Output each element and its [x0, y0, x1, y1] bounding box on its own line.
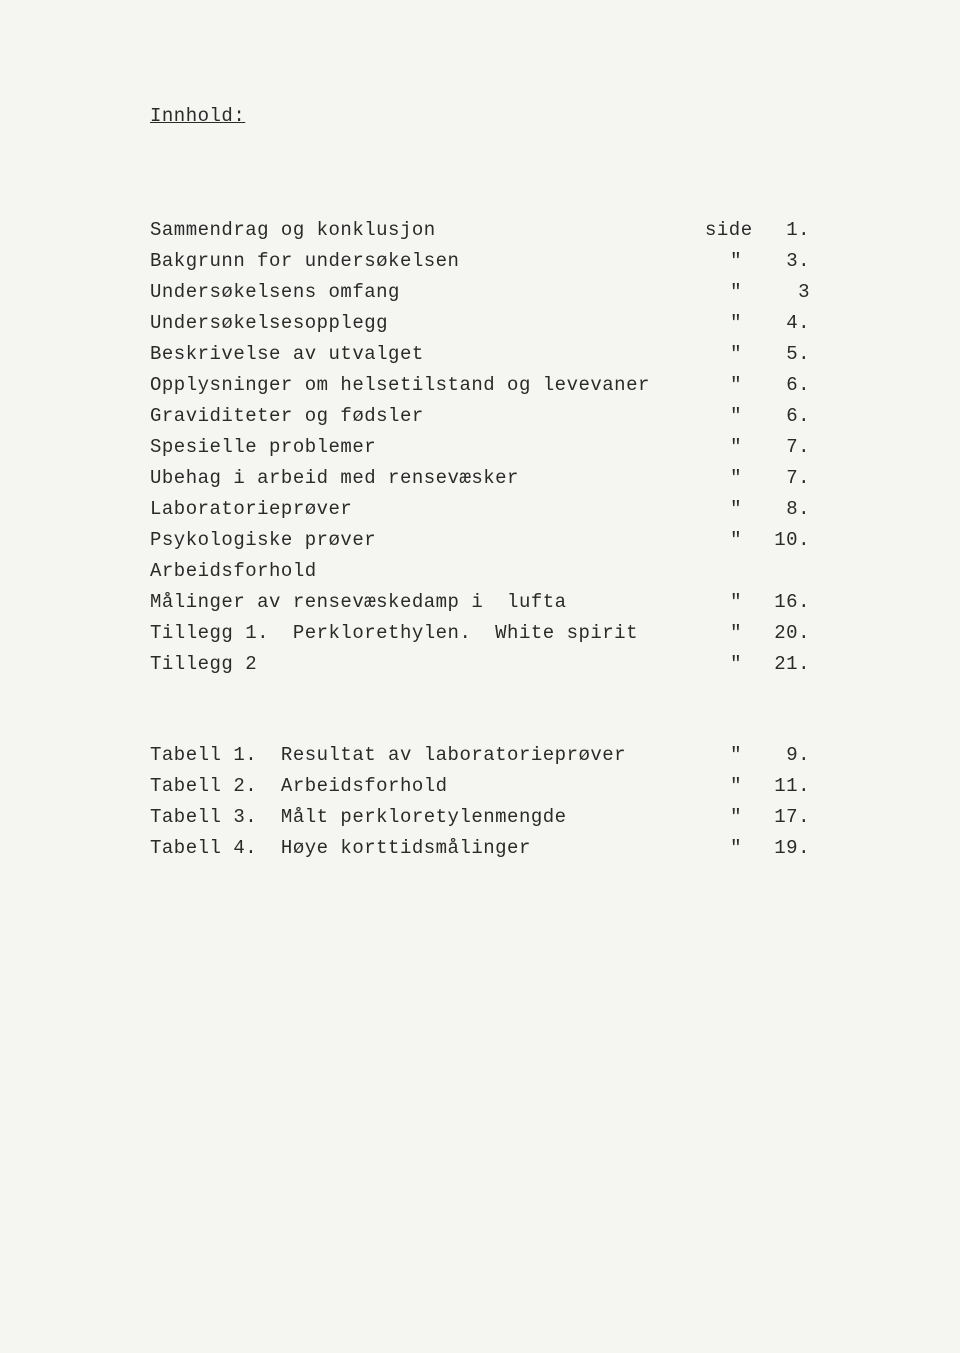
toc-row: Undersøkelsesopplegg"4. — [150, 308, 810, 339]
toc-entry-label: Undersøkelsens omfang — [150, 277, 700, 308]
toc-entry-label: Undersøkelsesopplegg — [150, 308, 700, 339]
toc-ditto-mark: " — [705, 802, 760, 833]
toc-row: Sammendrag og konklusjonside1. — [150, 215, 810, 246]
toc-page-column: "11. — [700, 771, 810, 802]
toc-entry-label: Opplysninger om helsetilstand og levevan… — [150, 370, 700, 401]
toc-ditto-mark: " — [705, 308, 760, 339]
toc-row: Laboratorieprøver"8. — [150, 494, 810, 525]
toc-ditto-mark: " — [705, 525, 760, 556]
toc-page-number: 11. — [760, 771, 810, 802]
toc-page-column: "17. — [700, 802, 810, 833]
toc-page-column: "5. — [700, 339, 810, 370]
toc-ditto-mark: " — [705, 246, 760, 277]
toc-entry-label: Laboratorieprøver — [150, 494, 700, 525]
toc-row: Opplysninger om helsetilstand og levevan… — [150, 370, 810, 401]
toc-page-column: "6. — [700, 401, 810, 432]
toc-row: Tabell 2. Arbeidsforhold"11. — [150, 771, 810, 802]
toc-entry-label: Tabell 2. Arbeidsforhold — [150, 771, 700, 802]
toc-row: Tillegg 1. Perklorethylen. White spirit"… — [150, 618, 810, 649]
toc-entry-label: Psykologiske prøver — [150, 525, 700, 556]
toc-ditto-mark: " — [705, 494, 760, 525]
toc-page-column: "3 — [700, 277, 810, 308]
toc-row: Målinger av rensevæskedamp i lufta"16. — [150, 587, 810, 618]
toc-row: Tillegg 2"21. — [150, 649, 810, 680]
toc-row: Undersøkelsens omfang"3 — [150, 277, 810, 308]
toc-entry-label: Tabell 4. Høye korttidsmålinger — [150, 833, 700, 864]
toc-ditto-mark: " — [705, 339, 760, 370]
toc-page-number: 8. — [760, 494, 810, 525]
toc-page-column: "21. — [700, 649, 810, 680]
toc-tables-section: Tabell 1. Resultat av laboratorieprøver"… — [150, 740, 810, 864]
toc-entry-label: Ubehag i arbeid med rensevæsker — [150, 463, 700, 494]
toc-page-column: "9. — [700, 740, 810, 771]
toc-page-number: 1. — [760, 215, 810, 246]
toc-row: Tabell 4. Høye korttidsmålinger"19. — [150, 833, 810, 864]
toc-page-column: "16. — [700, 587, 810, 618]
toc-ditto-mark: " — [705, 370, 760, 401]
toc-row: Tabell 1. Resultat av laboratorieprøver"… — [150, 740, 810, 771]
toc-page-number: 5. — [760, 339, 810, 370]
toc-page-column: "3. — [700, 246, 810, 277]
toc-entry-label: Tabell 1. Resultat av laboratorieprøver — [150, 740, 700, 771]
toc-entry-label: Tabell 3. Målt perkloretylenmengde — [150, 802, 700, 833]
toc-page-column: "7. — [700, 432, 810, 463]
toc-ditto-mark: " — [705, 649, 760, 680]
toc-ditto-mark: " — [705, 401, 760, 432]
toc-page-number: 3 — [760, 277, 810, 308]
toc-row: Arbeidsforhold — [150, 556, 810, 587]
toc-page-number: 3. — [760, 246, 810, 277]
toc-page-number: 21. — [760, 649, 810, 680]
toc-ditto-mark: " — [705, 432, 760, 463]
toc-entry-label: Målinger av rensevæskedamp i lufta — [150, 587, 700, 618]
toc-page-column: "7. — [700, 463, 810, 494]
toc-page-number: 16. — [760, 587, 810, 618]
toc-ditto-mark: " — [705, 463, 760, 494]
toc-ditto-mark: " — [705, 771, 760, 802]
toc-row: Psykologiske prøver"10. — [150, 525, 810, 556]
toc-page-word: side — [705, 215, 760, 246]
toc-ditto-mark: " — [705, 587, 760, 618]
toc-page-column: "6. — [700, 370, 810, 401]
toc-page-number: 6. — [760, 370, 810, 401]
toc-page-number: 6. — [760, 401, 810, 432]
toc-page-column: "10. — [700, 525, 810, 556]
toc-row: Graviditeter og fødsler"6. — [150, 401, 810, 432]
toc-page-number: 19. — [760, 833, 810, 864]
toc-page-number: 17. — [760, 802, 810, 833]
toc-page-number: 4. — [760, 308, 810, 339]
toc-ditto-mark: " — [705, 277, 760, 308]
toc-row: Tabell 3. Målt perkloretylenmengde"17. — [150, 802, 810, 833]
toc-entry-label: Bakgrunn for undersøkelsen — [150, 246, 700, 277]
toc-page-column: "20. — [700, 618, 810, 649]
toc-entry-label: Sammendrag og konklusjon — [150, 215, 700, 246]
toc-row: Beskrivelse av utvalget"5. — [150, 339, 810, 370]
toc-entry-label: Arbeidsforhold — [150, 556, 700, 587]
toc-page-number: 7. — [760, 463, 810, 494]
toc-title: Innhold: — [150, 105, 810, 127]
toc-ditto-mark: " — [705, 833, 760, 864]
toc-entry-label: Tillegg 1. Perklorethylen. White spirit — [150, 618, 700, 649]
toc-page-number: 10. — [760, 525, 810, 556]
toc-page-column: "4. — [700, 308, 810, 339]
toc-entry-label: Beskrivelse av utvalget — [150, 339, 700, 370]
toc-page-number: 20. — [760, 618, 810, 649]
toc-row: Bakgrunn for undersøkelsen"3. — [150, 246, 810, 277]
toc-page-number: 7. — [760, 432, 810, 463]
toc-page-column: "19. — [700, 833, 810, 864]
toc-page-column: "8. — [700, 494, 810, 525]
toc-row: Ubehag i arbeid med rensevæsker"7. — [150, 463, 810, 494]
toc-row: Spesielle problemer"7. — [150, 432, 810, 463]
toc-page-number: 9. — [760, 740, 810, 771]
toc-entry-label: Graviditeter og fødsler — [150, 401, 700, 432]
toc-ditto-mark: " — [705, 740, 760, 771]
toc-main-section: Sammendrag og konklusjonside1.Bakgrunn f… — [150, 215, 810, 680]
toc-entry-label: Spesielle problemer — [150, 432, 700, 463]
toc-ditto-mark: " — [705, 618, 760, 649]
toc-page-column: side1. — [700, 215, 810, 246]
toc-entry-label: Tillegg 2 — [150, 649, 700, 680]
document-page: Innhold: Sammendrag og konklusjonside1.B… — [0, 0, 960, 864]
